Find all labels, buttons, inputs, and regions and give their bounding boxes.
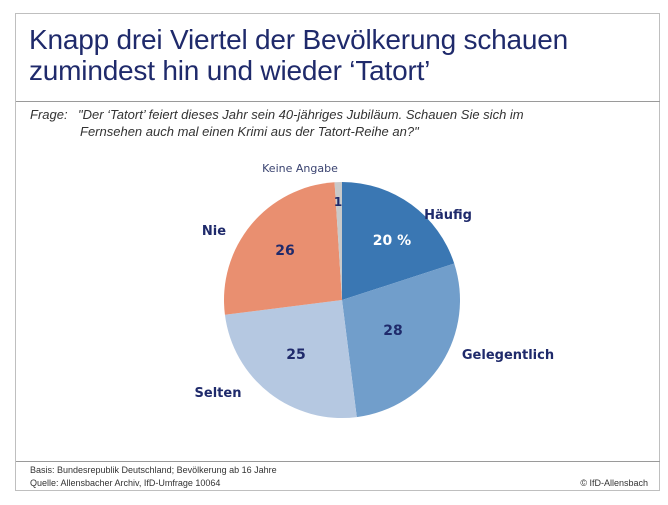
title-line-1: Knapp drei Viertel der Bevölkerung schau… [29,24,568,55]
slice-value-label: 1 [334,195,342,209]
footer-copyright: © IfD-Allensbach [580,478,648,488]
footer-source: Quelle: Allensbacher Archiv, IfD-Umfrage… [30,478,221,488]
question-line-2: Fernsehen auch mal einen Krimi aus der T… [80,124,419,139]
footer-basis: Basis: Bundesrepublik Deutschland; Bevöl… [30,465,277,475]
pie-slice-häufig [342,182,455,300]
chart-frame [15,13,660,491]
slice-category-label: Nie [202,224,226,239]
slice-category-label: Keine Angabe [262,162,338,175]
slice-category-label: Häufig [424,208,472,223]
footer-divider [16,461,660,462]
title-line-2: zumindest hin und wieder ‘Tatort’ [29,55,431,86]
pie-slice-selten [224,300,357,419]
slice-value-label: 25 [286,347,305,363]
question-line-1: "Der ‘Tatort’ feiert dieses Jahr sein 40… [78,107,524,122]
pie-slice-gelegentlich [342,263,461,418]
slice-category-label: Selten [195,386,242,401]
question-label: Frage: [30,107,68,122]
pie-slice-nie [224,182,342,315]
title-divider [16,101,660,102]
slice-value-label: 28 [383,323,402,339]
slice-value-label: 20 % [373,233,411,249]
chart-title: Knapp drei Viertel der Bevölkerung schau… [29,24,649,86]
pie-slice-keine-angabe [334,182,342,300]
survey-question: Frage: "Der ‘Tatort’ feiert dieses Jahr s… [30,106,524,140]
slice-value-label: 26 [275,243,294,259]
slice-category-label: Gelegentlich [462,348,554,363]
